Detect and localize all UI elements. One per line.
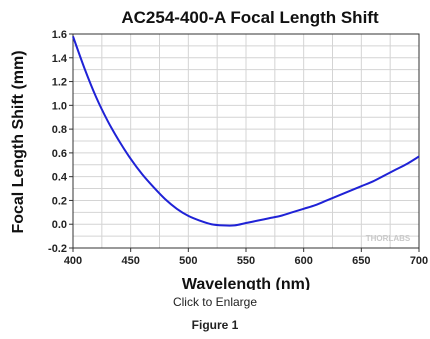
watermark-logo: THORLABS xyxy=(366,234,411,243)
axes xyxy=(69,33,420,252)
chart-title: AC254-400-A Focal Length Shift xyxy=(121,8,379,27)
x-axis-title: Wavelength (nm) xyxy=(182,276,310,290)
tick-labels: 400 450 500 550 600 650 700 -0.2 0.0 0.2 0.4 0.6 0.8… xyxy=(48,29,428,267)
x-tick-label: 550 xyxy=(237,255,255,267)
figure-caption: Figure 1 xyxy=(191,318,239,332)
x-tick-label: 700 xyxy=(410,255,428,267)
focal-length-shift-chart: AC254-400-A Focal Length Shift Focal Len… xyxy=(10,8,428,290)
grid xyxy=(72,33,420,249)
x-tick-label: 650 xyxy=(352,255,370,267)
y-tick-label: 1.6 xyxy=(52,29,67,41)
x-tick-label: 450 xyxy=(121,255,139,267)
y-tick-label: 0.6 xyxy=(52,148,67,160)
x-tick-label: 600 xyxy=(294,255,312,267)
series-layer xyxy=(72,36,420,227)
y-tick-label: -0.2 xyxy=(48,243,67,255)
y-tick-label: 0.8 xyxy=(52,124,67,136)
y-tick-label: 1.2 xyxy=(52,77,67,89)
y-tick-label: 1.4 xyxy=(52,53,68,65)
y-tick-label: 0.4 xyxy=(52,172,68,184)
click-to-enlarge-link[interactable]: Click to Enlarge xyxy=(172,295,258,309)
y-tick-label: 0.0 xyxy=(52,219,67,231)
y-axis-title: Focal Length Shift (mm) xyxy=(10,50,27,233)
y-tick-label: 0.2 xyxy=(52,195,67,207)
focal-shift-series-line xyxy=(72,36,420,227)
y-tick-label: 1.0 xyxy=(52,100,67,112)
x-tick-label: 400 xyxy=(64,255,82,267)
x-tick-label: 500 xyxy=(179,255,197,267)
